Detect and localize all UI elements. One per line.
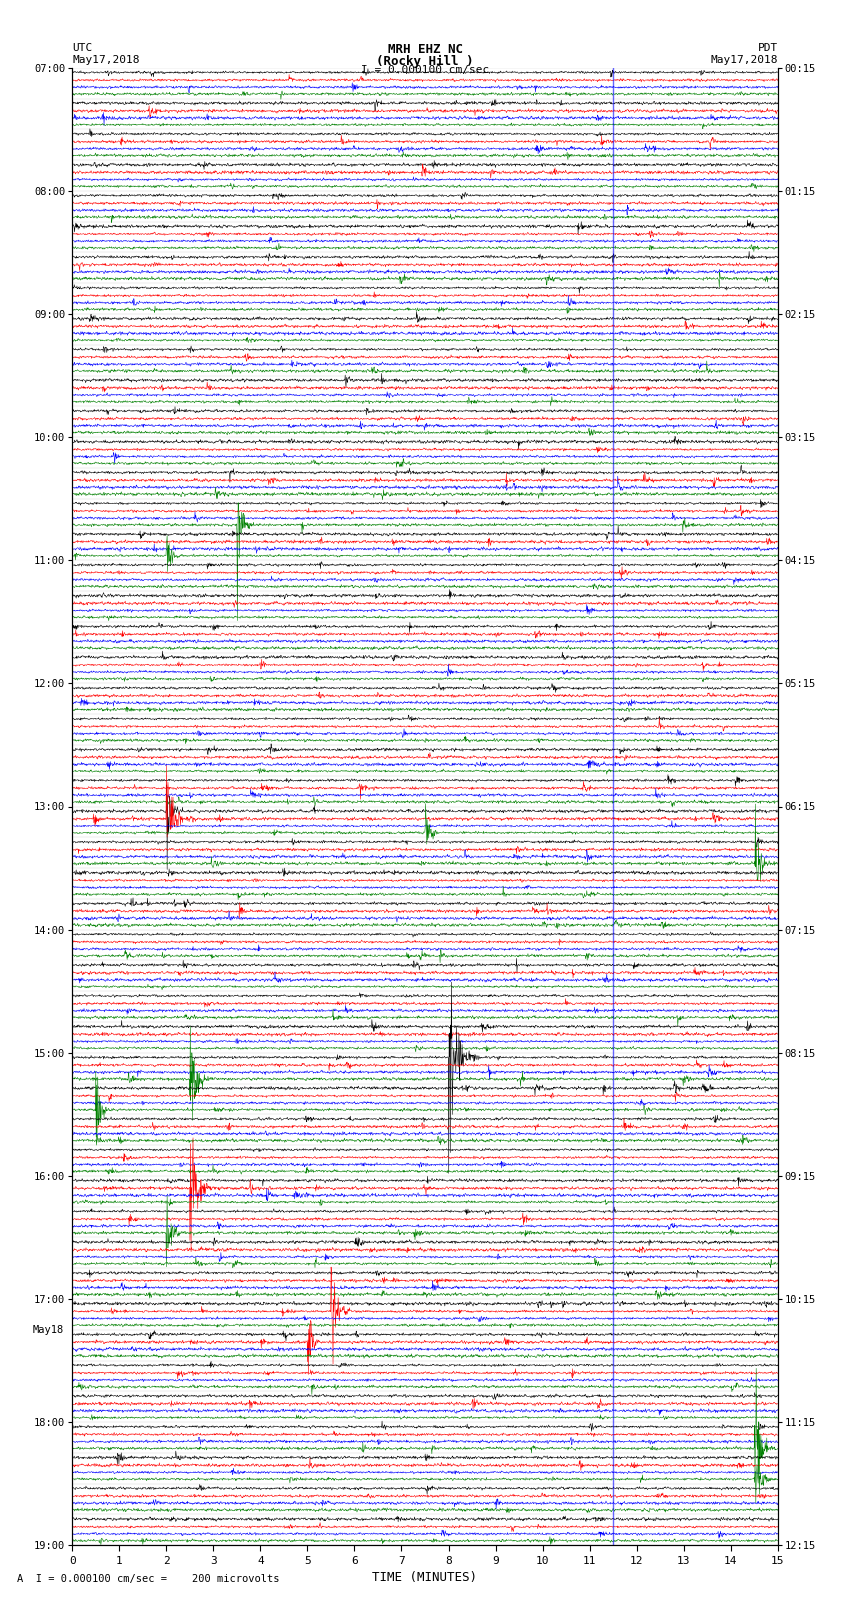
Text: PDT: PDT: [757, 44, 778, 53]
X-axis label: TIME (MINUTES): TIME (MINUTES): [372, 1571, 478, 1584]
Text: (Rocky Hill ): (Rocky Hill ): [377, 55, 473, 68]
Text: May17,2018: May17,2018: [72, 55, 139, 65]
Text: MRH EHZ NC: MRH EHZ NC: [388, 44, 462, 56]
Text: May18: May18: [32, 1324, 64, 1336]
Text: UTC: UTC: [72, 44, 93, 53]
Text: May17,2018: May17,2018: [711, 55, 778, 65]
Text: I = 0.000100 cm/sec: I = 0.000100 cm/sec: [361, 65, 489, 76]
Text: A  I = 0.000100 cm/sec =    200 microvolts: A I = 0.000100 cm/sec = 200 microvolts: [17, 1574, 280, 1584]
